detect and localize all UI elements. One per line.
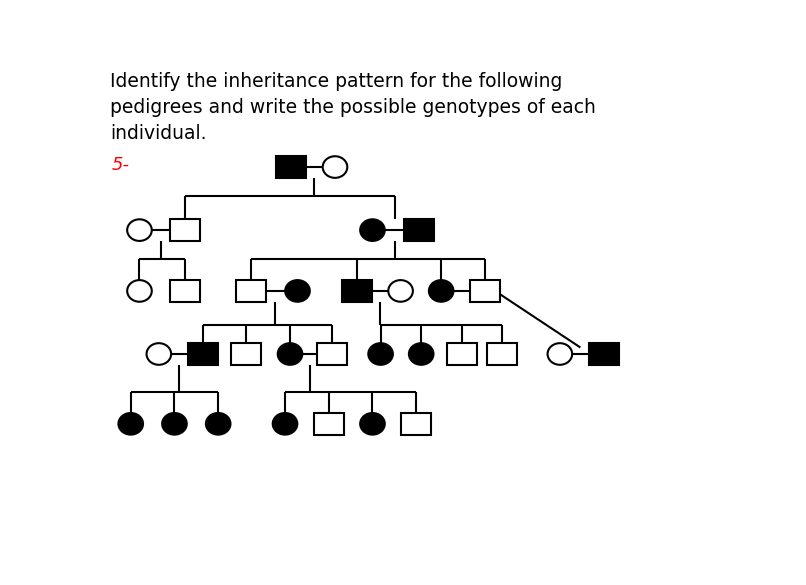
Ellipse shape xyxy=(322,156,347,178)
Ellipse shape xyxy=(278,343,302,365)
FancyBboxPatch shape xyxy=(488,343,517,365)
Ellipse shape xyxy=(162,413,187,435)
FancyBboxPatch shape xyxy=(276,156,306,178)
Text: 5-: 5- xyxy=(112,156,130,174)
Ellipse shape xyxy=(147,343,171,365)
Ellipse shape xyxy=(409,343,434,365)
Ellipse shape xyxy=(360,413,384,435)
FancyBboxPatch shape xyxy=(314,413,343,435)
Ellipse shape xyxy=(368,343,393,365)
FancyBboxPatch shape xyxy=(170,219,200,241)
FancyBboxPatch shape xyxy=(588,343,618,365)
FancyBboxPatch shape xyxy=(470,280,500,302)
Ellipse shape xyxy=(429,280,454,302)
Text: Identify the inheritance pattern for the following
pedigrees and write the possi: Identify the inheritance pattern for the… xyxy=(110,73,596,143)
FancyBboxPatch shape xyxy=(447,343,477,365)
Ellipse shape xyxy=(127,219,152,241)
Ellipse shape xyxy=(127,280,152,302)
Ellipse shape xyxy=(388,280,413,302)
Ellipse shape xyxy=(360,219,384,241)
FancyBboxPatch shape xyxy=(188,343,218,365)
FancyBboxPatch shape xyxy=(317,343,347,365)
Ellipse shape xyxy=(206,413,231,435)
Ellipse shape xyxy=(272,413,297,435)
FancyBboxPatch shape xyxy=(235,280,266,302)
FancyBboxPatch shape xyxy=(342,280,372,302)
Ellipse shape xyxy=(547,343,572,365)
FancyBboxPatch shape xyxy=(231,343,261,365)
FancyBboxPatch shape xyxy=(170,280,200,302)
FancyBboxPatch shape xyxy=(405,219,434,241)
Ellipse shape xyxy=(285,280,310,302)
FancyBboxPatch shape xyxy=(401,413,431,435)
Ellipse shape xyxy=(118,413,143,435)
